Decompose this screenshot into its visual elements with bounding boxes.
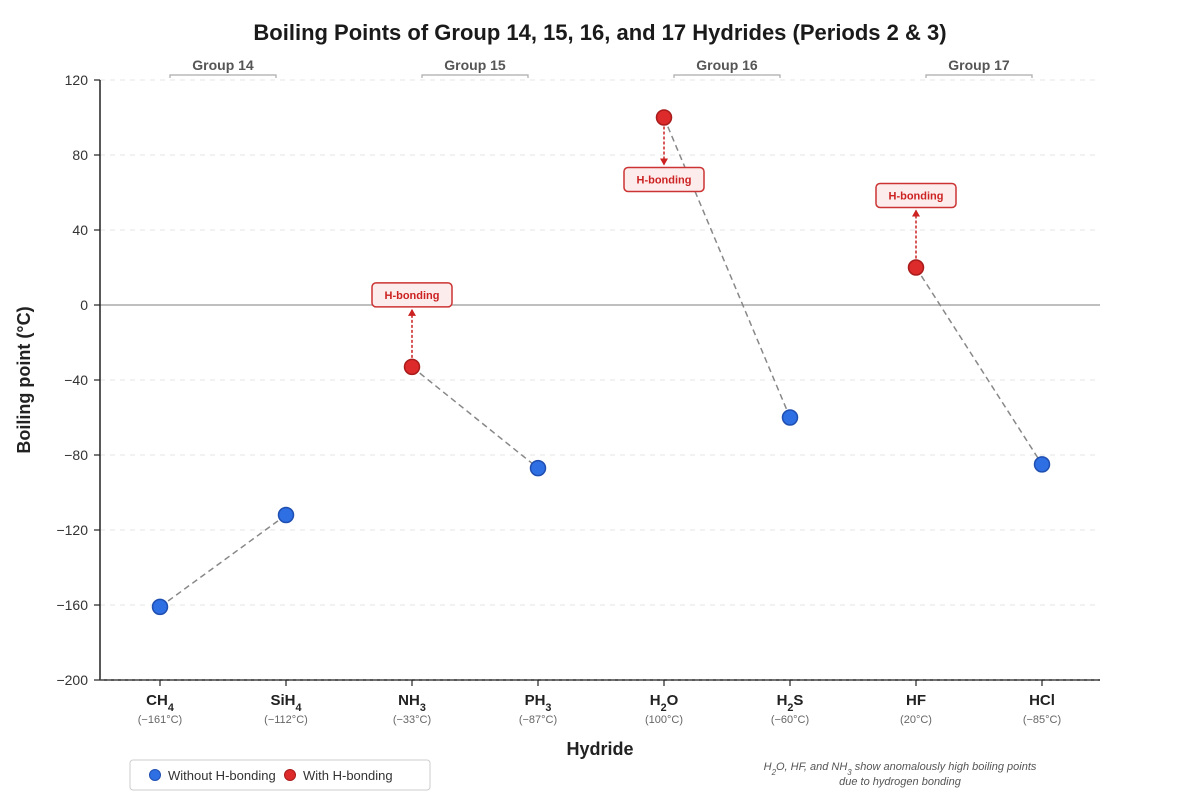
legend-label-hbond: With H-bonding [303,768,393,783]
point-hbond [403,358,421,376]
annotation-arrowhead [660,158,668,166]
legend-box [129,759,431,791]
grid-layer [100,79,1100,606]
legend-marker-hbond [284,769,296,781]
connector-line [663,117,791,418]
group-bracket [673,74,781,78]
y-tick-label: 80 [72,147,88,163]
x-tick-labels: CH4(−161°C) SiH4(−112°C) NH3(−33°C) PH3(−87… [138,680,1061,726]
y-tick-label: −160 [56,597,88,613]
point-hbond [655,109,673,126]
x-tick-value: (100°C) [645,714,683,726]
connector-line [915,267,1043,465]
footnote-line: H2O, HF, and NH3 show anomalously high b… [764,761,1037,777]
group-bracket [421,74,529,78]
x-tick-value: (−112°C) [264,714,308,726]
y-axis-label: Boiling point (°C) [14,306,34,453]
x-tick-label: H2S [777,692,804,714]
x-tick-label: SiH4 [270,692,301,714]
group-brackets: Group 14 Group 15 Group 16 Group 17 [169,57,1033,78]
group-bracket [925,74,1033,78]
x-tick-value: (−87°C) [519,714,557,726]
y-tick-label: 0 [80,297,88,313]
y-tick-label: 120 [65,72,89,88]
group-label: Group 17 [948,57,1010,73]
legend-label-no-hbond: Without H-bonding [168,768,276,783]
annotation-arrowhead [408,308,416,316]
legend: Without H-bonding With H-bonding [129,759,431,791]
y-tick-label: −80 [64,447,88,463]
footnote-line: due to hydrogen bonding [839,776,962,788]
footnote: H2O, HF, and NH3 show anomalously high b… [764,761,1037,788]
x-tick-label: PH3 [525,692,552,714]
annotation-box [623,166,705,193]
x-tick-label: NH3 [398,692,426,714]
x-tick-label: HF [906,692,926,709]
point-hbond [907,259,925,276]
point-no-hbond [781,409,799,426]
x-tick-value: (−33°C) [393,714,431,726]
chart-title: Boiling Points of Group 14, 15, 16, and … [253,20,946,45]
connector-line [411,366,539,469]
x-axis-label: Hydride [566,739,633,759]
y-tick-label: −120 [56,522,88,538]
group-bracket [169,74,277,78]
annotation-label: H-bonding [637,175,692,187]
y-tick-label: −200 [56,672,88,688]
x-tick-value: (−161°C) [138,714,182,726]
connector-line [159,514,287,608]
annotation-label: H-bonding [385,290,440,302]
annotations: H-bonding H-bonding H-bonding [371,126,957,358]
annotation-box [371,282,453,308]
annotation-box [875,182,957,209]
legend-marker-no-hbond [149,769,161,781]
y-tick-label: 40 [72,222,88,238]
group-label: Group 15 [444,57,506,73]
x-tick-value: (20°C) [900,714,932,726]
x-tick-label: CH4 [146,692,174,714]
group-label: Group 16 [696,57,758,73]
x-tick-label: H2O [650,692,679,714]
x-tick-value: (−60°C) [771,714,809,726]
axes-layer: 120 80 40 0 −40 −80 −120 −160 −200 [56,72,1100,688]
point-no-hbond [1033,456,1051,473]
annotation-label: H-bonding [889,191,944,203]
point-no-hbond [277,506,295,524]
point-no-hbond [529,459,547,477]
data-points [151,109,1051,616]
x-tick-label: HCl [1029,692,1055,709]
y-tick-label: −40 [64,372,88,388]
x-tick-value: (−85°C) [1023,714,1061,726]
point-no-hbond [151,598,169,616]
group-label: Group 14 [192,57,254,73]
annotation-arrowhead [912,209,920,217]
